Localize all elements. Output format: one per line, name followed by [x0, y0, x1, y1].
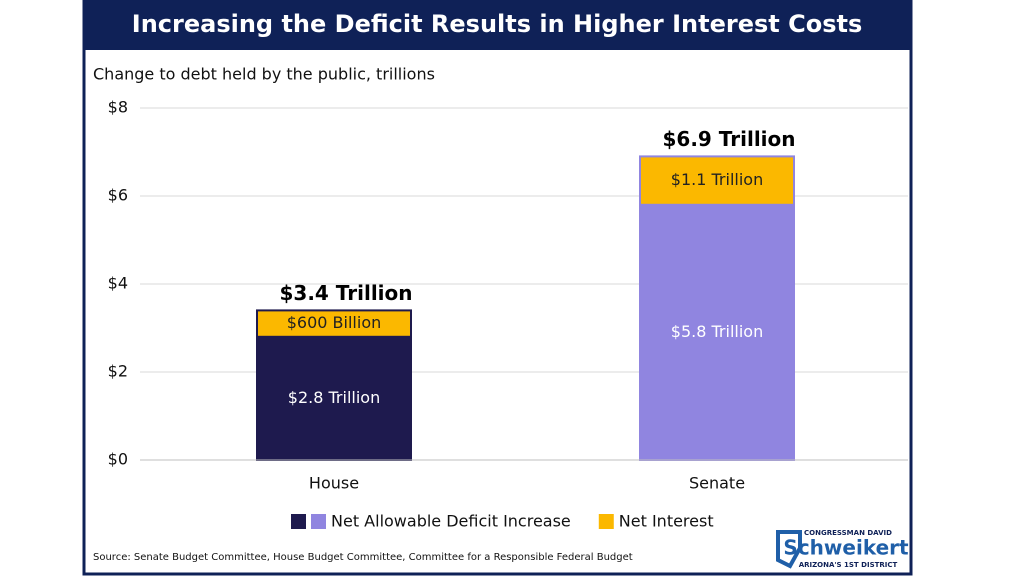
- total-label: $6.9 Trillion: [662, 127, 795, 151]
- source: Source: Senate Budget Committee, House B…: [93, 552, 633, 563]
- bar-segment: [639, 155, 795, 206]
- logo-shape: [776, 530, 802, 569]
- total-label: $3.4 Trillion: [279, 281, 412, 305]
- x-tick-label: Senate: [689, 474, 745, 493]
- y-tick-label: $6: [108, 186, 128, 205]
- y-tick-label: $4: [108, 274, 128, 293]
- subtitle: Change to debt held by the public, trill…: [93, 65, 435, 84]
- value-label: $1.1 Trillion: [671, 170, 763, 189]
- legend-swatch: [311, 514, 326, 529]
- legend-label: Net Interest: [619, 512, 714, 531]
- legend-swatch: [598, 514, 614, 529]
- title-bar: [84, 0, 911, 50]
- y-tick-label: $8: [108, 98, 128, 117]
- logo: CONGRESSMAN DAVID Schweikert ARIZONA'S 1…: [776, 529, 909, 569]
- y-tick-label: $0: [108, 450, 128, 469]
- bar-segment: [639, 203, 795, 461]
- y-tick-label: $2: [108, 362, 128, 381]
- value-label: $5.8 Trillion: [671, 322, 763, 341]
- legend-swatch: [291, 514, 306, 529]
- bar-segment: [256, 335, 412, 461]
- logo-bottom: ARIZONA'S 1ST DISTRICT: [799, 561, 898, 569]
- logo-name: Schweikert: [783, 536, 909, 560]
- legend-label: Net Allowable Deficit Increase: [331, 512, 571, 531]
- logo-top: CONGRESSMAN DAVID: [804, 529, 892, 537]
- value-label: $600 Billion: [287, 313, 382, 332]
- x-tick-label: House: [309, 474, 359, 493]
- bar-segment: [256, 309, 412, 338]
- value-label: $2.8 Trillion: [288, 388, 380, 407]
- chart-title: Increasing the Deficit Results in Higher…: [132, 10, 862, 38]
